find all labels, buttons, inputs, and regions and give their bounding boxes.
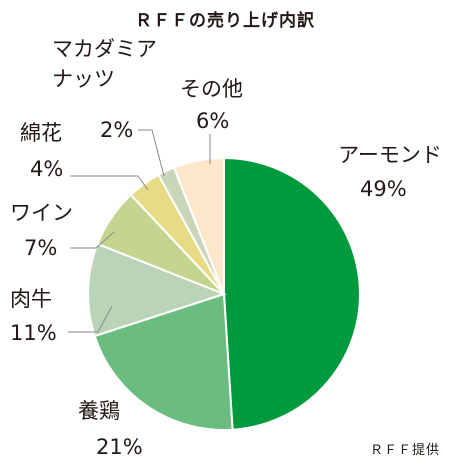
- leader-lines: [68, 129, 211, 333]
- slice-value-label-2: 21%: [96, 435, 143, 459]
- chart-title: ＲＦＦの売り上げ内訳: [135, 11, 315, 31]
- leader-line-4: [70, 231, 115, 249]
- slice-name-label-7: その他: [180, 77, 243, 101]
- slice-name-label-5: 綿花: [20, 121, 62, 145]
- leader-line-5: [70, 175, 149, 191]
- slice-name-label-3: 肉牛: [10, 287, 52, 311]
- slice-value-label-4: 7%: [24, 236, 57, 260]
- pie-slice-2: [93, 292, 234, 431]
- slice-value-label-1: 49%: [360, 177, 407, 201]
- slice-value-label-5: 4%: [30, 157, 63, 181]
- slice-value-label-3: 11%: [10, 321, 57, 345]
- leader-line-6: [138, 129, 165, 177]
- leader-line-3: [68, 305, 113, 333]
- slice-value-label-6: 2%: [100, 118, 133, 142]
- slice-name-label-6: ナッツ: [52, 67, 115, 91]
- slice-name-label-4: ワイン: [10, 201, 73, 225]
- slice-value-label-7: 6%: [196, 109, 229, 133]
- pie-slice-7: [172, 156, 225, 295]
- slice-name-label-2: 養鶏: [78, 399, 120, 423]
- source-credit: ＲＦＦ提供: [369, 443, 440, 458]
- slice-name-label-1: アーモンド: [338, 143, 442, 167]
- slice-name-label-6: マカダミア: [52, 37, 157, 61]
- pie-slices: [87, 156, 361, 431]
- pie-slice-1: [223, 156, 361, 431]
